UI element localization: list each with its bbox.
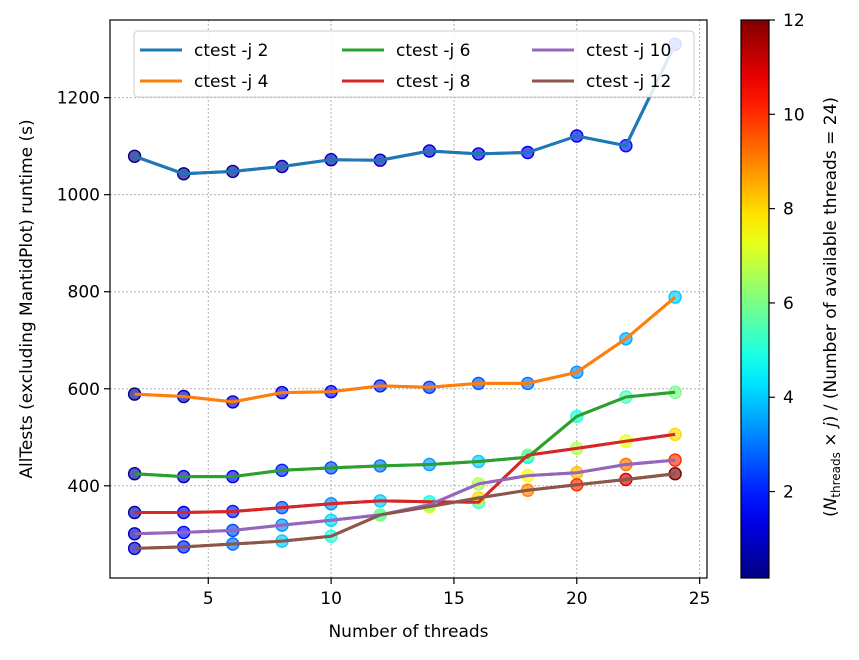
- series-line-overlay-6: [134, 472, 676, 550]
- colorbar-tick-label: 6: [783, 294, 794, 314]
- series-line-overlay-2: [134, 295, 677, 404]
- legend-label: ctest -j 2: [194, 41, 268, 61]
- colorbar-tick-label: 12: [783, 11, 805, 31]
- y-axis-label: AllTests (excluding MantidPlot) runtime …: [17, 119, 37, 478]
- colorbar-label: (Nthreads × j) / (Number of available th…: [821, 97, 843, 517]
- x-tick-label: 5: [203, 589, 214, 609]
- y-tick-label: 800: [68, 283, 100, 303]
- legend: ctest -j 2 ctest -j 4 ctest -j 6 ctest -j 8…: [133, 30, 695, 98]
- colorbar: 2 4 6 8 10 12 (Nthreads × j) / (Number of avai…: [740, 11, 843, 579]
- colorbar-tick-label: 8: [783, 200, 794, 220]
- colorbar-tick-label: 4: [783, 388, 794, 408]
- colorbar-tick-label: 10: [783, 105, 805, 125]
- legend-label: ctest -j 10: [586, 41, 671, 61]
- y-tick-label: 600: [68, 380, 100, 400]
- legend-label: ctest -j 6: [396, 41, 470, 61]
- markers: [127, 37, 682, 556]
- x-tick-label: 25: [689, 589, 711, 609]
- y-tick-label: 400: [68, 477, 100, 497]
- colorbar-gradient: [740, 19, 770, 579]
- series-line-overlay-4: [134, 432, 676, 514]
- plot-frame: [109, 19, 708, 579]
- y-axis-ticks: 400 600 800 1000 1200: [57, 89, 110, 497]
- series-line-overlay-3: [134, 390, 676, 479]
- legend-label: ctest -j 4: [194, 72, 268, 92]
- x-tick-label: 15: [443, 589, 465, 609]
- colorbar-tick-label: 2: [783, 483, 794, 503]
- x-tick-label: 10: [320, 589, 342, 609]
- x-axis-ticks: 5 10 15 20 25: [203, 578, 711, 609]
- y-tick-label: 1000: [57, 186, 100, 206]
- legend-label: ctest -j 8: [396, 72, 470, 92]
- x-tick-label: 20: [566, 589, 588, 609]
- legend-label: ctest -j 12: [586, 72, 671, 92]
- x-axis-label: Number of threads: [328, 622, 488, 642]
- y-tick-label: 1200: [57, 89, 100, 109]
- series-line-overlay-1: [134, 43, 677, 176]
